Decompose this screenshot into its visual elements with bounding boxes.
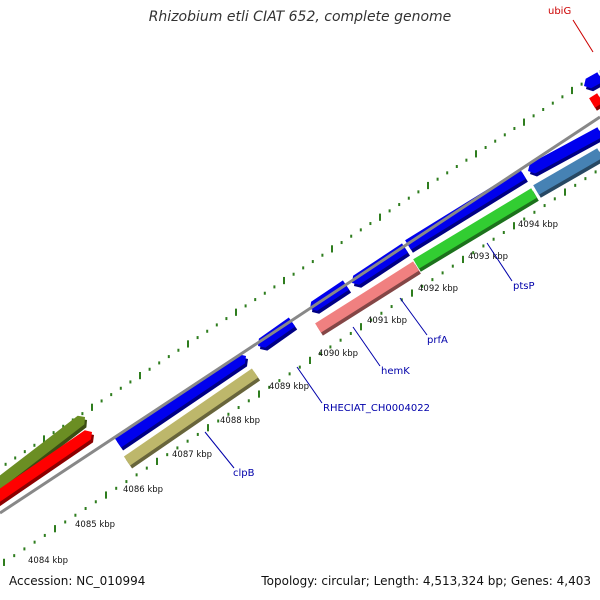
gene-feature-body — [0, 430, 92, 502]
gene-feature-body — [405, 169, 526, 250]
gene-feature-body — [413, 188, 537, 269]
inner-tick-ring — [3, 170, 597, 566]
outer-feature-track — [0, 72, 600, 494]
gene-labels: 4084 kbp 4085 kbp 4086 kbp 4087 kbp 4088 kbp… — [28, 6, 594, 566]
kbp-tick-label: 4092 kbp — [418, 284, 458, 294]
gene-label-leader — [204, 431, 235, 469]
gene-feature-arrow[interactable] — [405, 169, 528, 253]
gene-name-label[interactable]: ubiG — [548, 6, 571, 17]
gene-feature-body — [584, 72, 600, 89]
gene-label-leader — [486, 242, 513, 282]
kbp-tick-label: 4090 kbp — [318, 349, 358, 359]
gene-feature-body — [0, 415, 85, 490]
gene-feature-arrow[interactable] — [528, 127, 600, 177]
kbp-tick-label: 4094 kbp — [518, 220, 558, 230]
kbp-tick-label: 4091 kbp — [367, 316, 407, 326]
gene-label-leader — [572, 19, 594, 53]
kbp-tick-label: 4084 kbp — [28, 556, 68, 566]
gene-name-label[interactable]: prfA — [427, 335, 448, 346]
gene-feature-arrow[interactable] — [114, 354, 249, 451]
outer-tick-ring — [4, 69, 600, 466]
inner-feature-track — [0, 93, 600, 509]
gene-name-label[interactable]: ptsP — [513, 281, 535, 292]
gene-label-leader — [352, 326, 381, 367]
gene-label-leader — [296, 366, 323, 404]
gene-label-leader — [399, 297, 428, 336]
genome-backbone — [0, 115, 600, 515]
kbp-tick-label: 4088 kbp — [220, 416, 260, 426]
gene-feature-body — [533, 148, 600, 195]
gene-feature-arrow[interactable] — [413, 188, 539, 272]
gene-feature-arrow[interactable] — [584, 72, 600, 92]
gene-feature-arrow[interactable] — [123, 368, 261, 469]
gene-feature-body — [315, 261, 419, 333]
gene-feature-arrow[interactable] — [533, 148, 600, 198]
gene-feature-body — [123, 368, 259, 466]
kbp-tick-label: 4086 kbp — [123, 485, 163, 495]
gene-feature-arrow[interactable] — [315, 261, 421, 336]
gene-feature-arrow[interactable] — [589, 93, 600, 111]
gene-name-label[interactable]: clpB — [233, 468, 255, 479]
genome-summary: Topology: circular; Length: 4,513,324 bp… — [261, 574, 591, 588]
kbp-tick-label: 4087 kbp — [172, 450, 212, 460]
kbp-tick-label: 4085 kbp — [75, 520, 115, 530]
gene-feature-arrow[interactable] — [0, 430, 94, 509]
accession-text: Accession: NC_010994 — [9, 574, 146, 588]
map-title: Rhizobium etli CIAT 652, complete genome — [148, 9, 452, 25]
gene-feature-body — [114, 354, 247, 448]
gene-name-label[interactable]: RHECIAT_CH0004022 — [323, 403, 430, 414]
kbp-tick-label: 4089 kbp — [269, 382, 309, 392]
gene-feature-body — [589, 93, 600, 108]
kbp-tick-label: 4093 kbp — [468, 252, 508, 262]
gene-feature-body — [528, 127, 600, 174]
gene-name-label[interactable]: hemK — [381, 366, 410, 377]
